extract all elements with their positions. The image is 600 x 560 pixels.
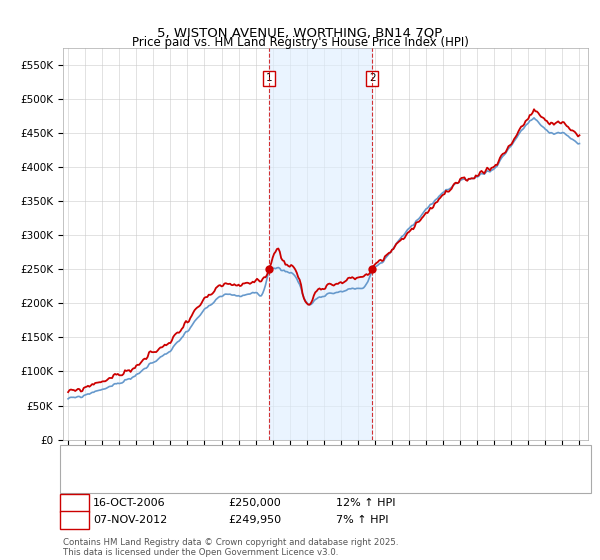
Text: 7% ↑ HPI: 7% ↑ HPI (336, 515, 389, 525)
Text: 16-OCT-2006: 16-OCT-2006 (93, 498, 166, 508)
Text: 1: 1 (266, 73, 272, 83)
Text: Price paid vs. HM Land Registry's House Price Index (HPI): Price paid vs. HM Land Registry's House … (131, 36, 469, 49)
Text: £249,950: £249,950 (228, 515, 281, 525)
Text: 07-NOV-2012: 07-NOV-2012 (93, 515, 167, 525)
Text: 12% ↑ HPI: 12% ↑ HPI (336, 498, 395, 508)
Bar (269, 48, 373, 440)
Text: 5, WISTON AVENUE, WORTHING, BN14 7QP (semi-detached house): 5, WISTON AVENUE, WORTHING, BN14 7QP (se… (90, 468, 437, 478)
Text: £250,000: £250,000 (228, 498, 281, 508)
Text: 5, WISTON AVENUE, WORTHING, BN14 7QP: 5, WISTON AVENUE, WORTHING, BN14 7QP (157, 26, 443, 39)
Text: Contains HM Land Registry data © Crown copyright and database right 2025.
This d: Contains HM Land Registry data © Crown c… (63, 538, 398, 557)
Text: 1: 1 (71, 498, 78, 508)
Text: HPI: Average price, semi-detached house, Worthing: HPI: Average price, semi-detached house,… (90, 478, 359, 488)
Text: 2: 2 (71, 515, 78, 525)
Text: 2: 2 (369, 73, 376, 83)
